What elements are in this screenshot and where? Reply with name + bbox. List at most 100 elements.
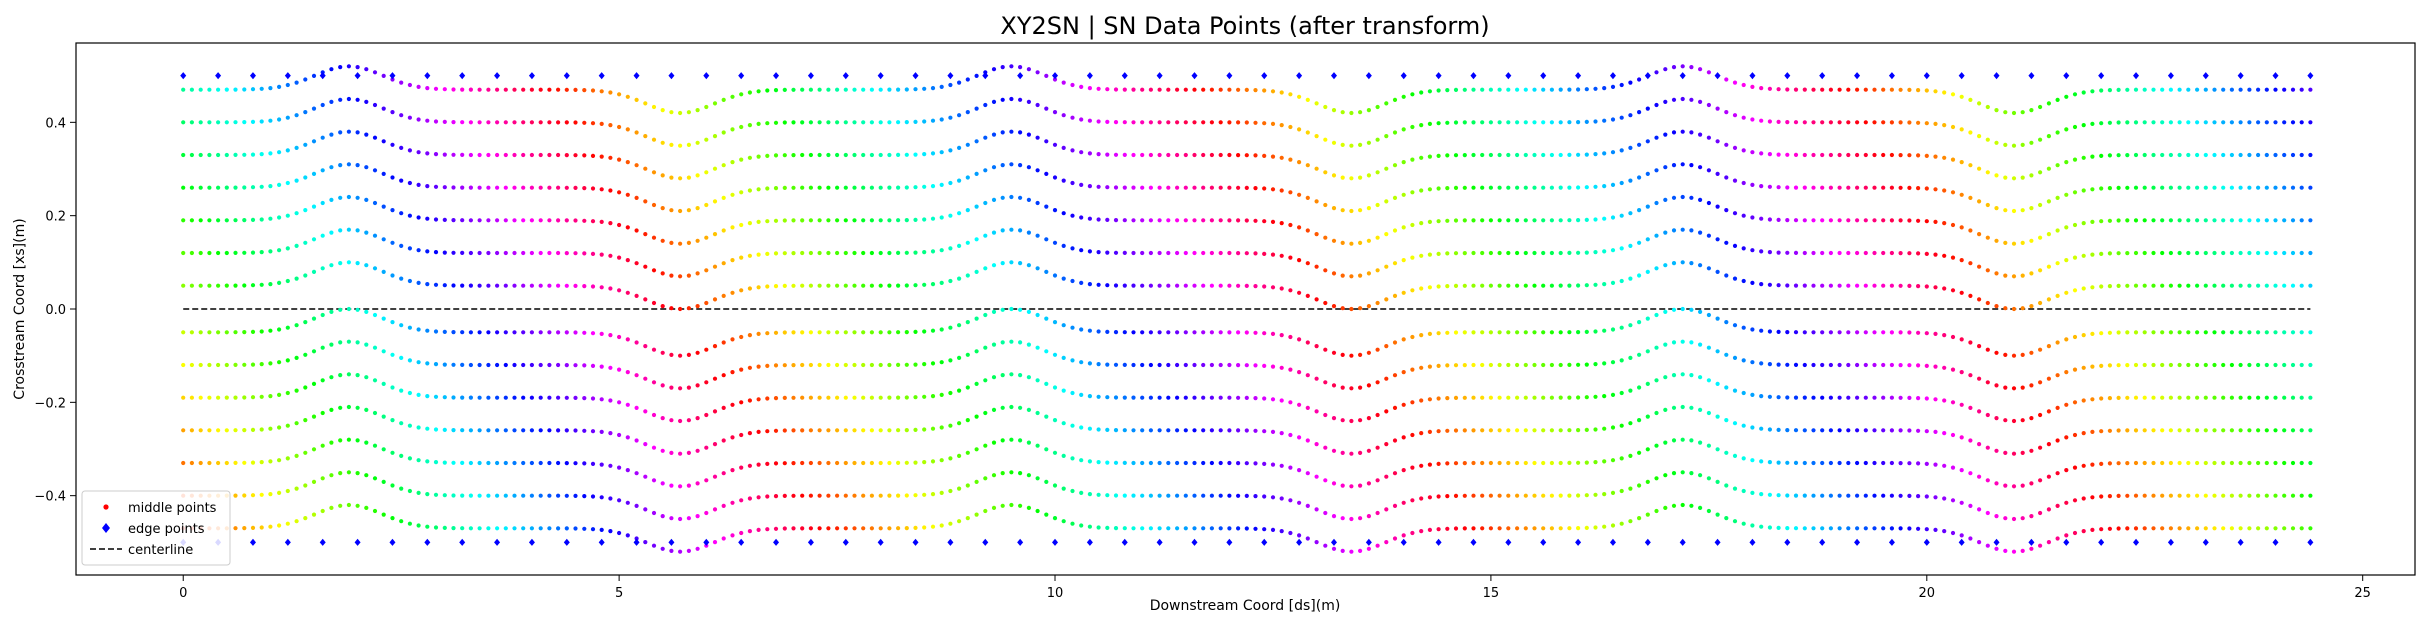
middle-point — [1227, 283, 1232, 288]
middle-point — [826, 218, 831, 223]
middle-point — [2195, 283, 2200, 288]
middle-point — [800, 460, 805, 466]
middle-point — [678, 353, 683, 358]
middle-point — [1846, 526, 1851, 531]
middle-point — [2290, 218, 2296, 223]
middle-point — [1279, 286, 1284, 291]
middle-point — [1985, 543, 1990, 548]
middle-point — [1471, 526, 1476, 531]
middle-point — [1270, 121, 1276, 126]
middle-point — [590, 153, 596, 158]
middle-point — [1724, 77, 1729, 82]
middle-point — [1113, 395, 1119, 400]
middle-point — [1567, 428, 1572, 433]
middle-point — [1846, 460, 1851, 466]
middle-point — [338, 405, 343, 410]
edge-point — [284, 72, 291, 80]
middle-point — [1253, 218, 1258, 223]
middle-point — [843, 250, 848, 256]
middle-point — [1323, 510, 1328, 516]
edge-point — [1330, 538, 1337, 546]
middle-point — [747, 496, 753, 501]
middle-point — [1698, 67, 1703, 72]
middle-point — [1366, 238, 1371, 243]
middle-point — [2099, 429, 2104, 434]
middle-point — [1279, 529, 1284, 534]
middle-point — [1209, 250, 1214, 256]
middle-point — [1977, 264, 1982, 269]
middle-point — [2247, 428, 2252, 433]
middle-point — [416, 248, 421, 253]
middle-point — [861, 526, 866, 531]
middle-point — [442, 217, 447, 222]
middle-point — [477, 250, 482, 256]
middle-point — [1549, 250, 1554, 256]
middle-point — [2282, 428, 2287, 433]
middle-point — [2003, 273, 2008, 278]
middle-point — [2055, 438, 2060, 443]
middle-point — [1061, 453, 1066, 458]
middle-point — [1994, 304, 1999, 309]
middle-point — [1445, 396, 1450, 401]
middle-point — [1253, 396, 1258, 401]
middle-point — [1175, 250, 1180, 256]
edge-point — [947, 538, 954, 546]
middle-point — [1689, 340, 1694, 345]
middle-point — [1453, 87, 1459, 92]
middle-point — [869, 362, 875, 368]
middle-point — [573, 283, 578, 288]
middle-point — [1288, 498, 1293, 503]
middle-point — [590, 331, 596, 336]
middle-point — [1802, 362, 1807, 368]
middle-point — [521, 428, 526, 433]
middle-point — [451, 283, 456, 288]
middle-point — [1471, 493, 1476, 498]
middle-point — [1663, 505, 1668, 510]
middle-point — [1480, 185, 1485, 190]
middle-point — [338, 163, 343, 168]
middle-point — [887, 395, 892, 400]
middle-point — [294, 453, 299, 458]
middle-point — [1855, 87, 1860, 92]
middle-point — [1837, 493, 1842, 498]
middle-point — [1392, 195, 1398, 200]
middle-point — [1994, 271, 1999, 276]
middle-point — [1828, 152, 1833, 158]
middle-point — [460, 330, 465, 335]
middle-point — [1122, 250, 1127, 255]
middle-point — [1201, 87, 1206, 92]
middle-point — [2081, 155, 2086, 160]
middle-point — [320, 443, 325, 448]
x-tick-label: 15 — [1483, 586, 1500, 601]
middle-point — [224, 362, 229, 368]
middle-point — [2177, 218, 2182, 223]
middle-point — [207, 250, 212, 256]
middle-point — [433, 282, 439, 287]
middle-point — [1541, 526, 1546, 531]
middle-point — [1977, 344, 1982, 349]
middle-point — [965, 175, 970, 180]
middle-point — [556, 460, 561, 466]
middle-point — [1349, 549, 1354, 554]
middle-point — [503, 493, 508, 498]
middle-point — [1323, 170, 1328, 175]
middle-point — [660, 271, 665, 276]
middle-point — [1863, 283, 1868, 288]
middle-point — [320, 135, 325, 140]
edge-point — [1679, 72, 1686, 80]
middle-point — [2142, 87, 2147, 92]
middle-point — [991, 342, 997, 347]
middle-point — [1279, 253, 1284, 258]
middle-point — [1549, 493, 1554, 498]
middle-point — [2081, 221, 2086, 226]
middle-point — [2195, 87, 2200, 92]
middle-point — [747, 90, 753, 95]
middle-point — [2273, 330, 2278, 335]
middle-point — [1052, 483, 1058, 488]
middle-point — [2133, 526, 2139, 531]
middle-point — [835, 330, 840, 335]
middle-point — [2020, 418, 2025, 423]
middle-point — [1715, 139, 1720, 144]
middle-point — [2107, 363, 2112, 368]
edge-point — [2307, 72, 2314, 80]
